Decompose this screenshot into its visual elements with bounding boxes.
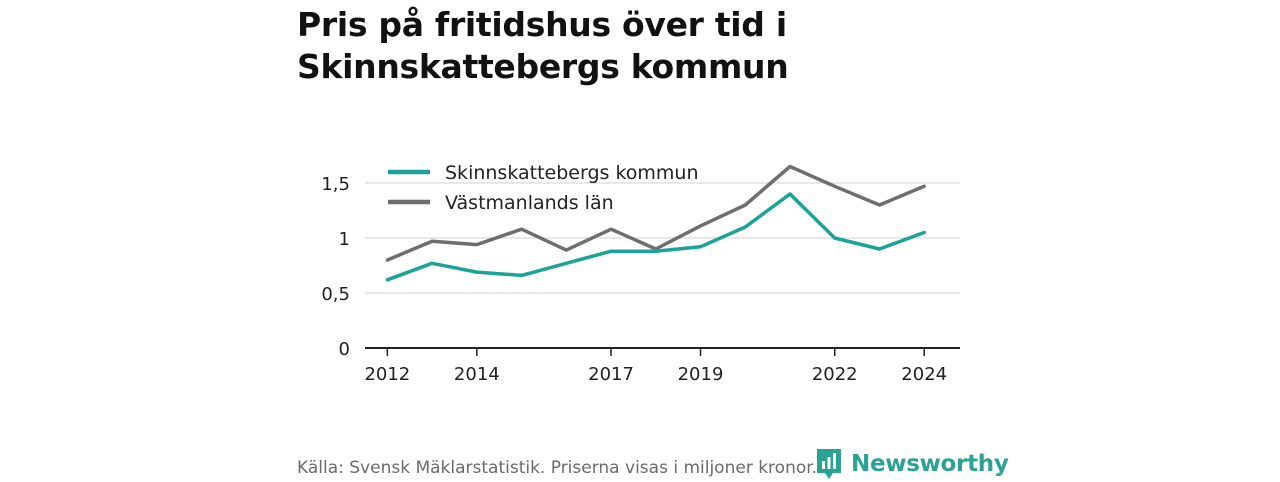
legend: Skinnskattebergs kommun Västmanlands län [388,162,699,214]
chart-title: Pris på fritidshus över tid i Skinnskatt… [297,5,789,86]
gridlines [365,182,960,294]
brand-name: Newsworthy [851,451,1009,477]
series-line-1 [385,192,926,282]
x-tick-label: 2022 [812,364,858,385]
x-tick-label: 2014 [454,364,500,385]
x-tick-label: 2017 [588,364,634,385]
x-axis [365,347,960,356]
x-tick-label: 2024 [901,364,947,385]
x-tick-label: 2012 [364,364,410,385]
legend-label: Skinnskattebergs kommun [445,162,699,184]
newsworthy-logo-icon [817,449,841,479]
x-axis-tick-labels: 2012 2014 2017 2019 2022 2024 [364,364,947,385]
y-tick-label: 1,5 [321,174,350,195]
series-line-2 [385,164,926,262]
source-note: Källa: Svensk Mäklarstatistik. Priserna … [297,458,818,478]
y-tick-label: 1 [339,229,350,250]
legend-label: Västmanlands län [445,192,614,214]
series-lines [385,164,926,282]
x-tick-label: 2019 [678,364,724,385]
y-tick-label: 0,5 [321,284,350,305]
brand-logo: Newsworthy [815,446,1009,482]
y-axis-tick-labels: 0 0,5 1 1,5 [321,174,350,360]
y-tick-label: 0 [339,339,350,360]
